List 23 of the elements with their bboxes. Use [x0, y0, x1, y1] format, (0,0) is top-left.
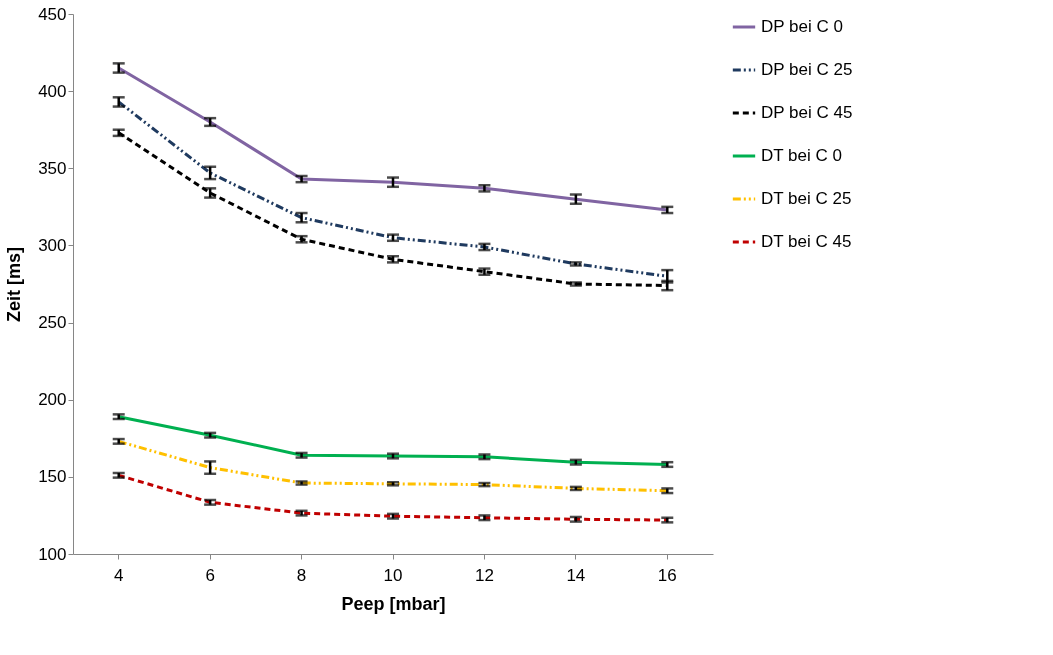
x-tick-label: 16 — [657, 565, 677, 585]
legend-label: DP bei C 45 — [761, 103, 853, 122]
x-tick-label: 10 — [383, 565, 403, 585]
legend-label: DT bei C 0 — [761, 146, 842, 165]
y-tick-label: 250 — [38, 313, 67, 333]
y-tick-label: 400 — [38, 81, 67, 101]
x-tick-label: 12 — [474, 565, 494, 585]
y-tick-label: 300 — [38, 235, 67, 255]
x-tick-label: 14 — [566, 565, 586, 585]
x-tick-label: 4 — [113, 565, 124, 585]
x-axis-title: Peep [mbar] — [341, 593, 446, 614]
legend-label: DT bei C 45 — [761, 232, 852, 251]
legend-label: DP bei C 0 — [761, 17, 843, 36]
y-tick-label: 100 — [38, 544, 67, 564]
legend-label: DP bei C 25 — [761, 60, 853, 79]
x-tick-label: 8 — [296, 565, 307, 585]
y-axis-title: Zeit [ms] — [4, 246, 25, 323]
x-tick-label: 6 — [205, 565, 215, 585]
y-tick-label: 450 — [38, 4, 67, 24]
y-tick-label: 350 — [38, 158, 67, 178]
y-tick-label: 150 — [38, 467, 67, 487]
y-tick-label: 200 — [38, 390, 67, 410]
legend-label: DT bei C 25 — [761, 189, 852, 208]
